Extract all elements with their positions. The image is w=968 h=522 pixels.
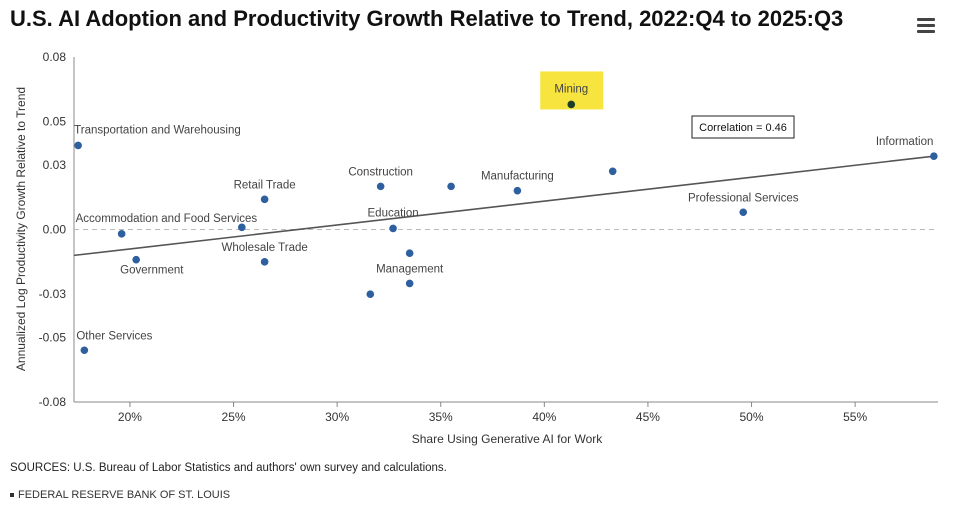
- data-point-mining[interactable]: [567, 100, 576, 109]
- data-point-unlabeled[interactable]: [366, 290, 375, 298]
- data-point-unlabeled[interactable]: [238, 223, 246, 232]
- data-point-retail-trade[interactable]: [260, 195, 269, 204]
- y-tick-label: -0.08: [39, 395, 67, 409]
- data-point-management[interactable]: [405, 279, 414, 288]
- x-tick-label: 45%: [636, 410, 660, 424]
- point-label-wholesale-trade: Wholesale Trade: [221, 242, 307, 254]
- y-tick-label: 0.05: [43, 115, 67, 129]
- hamburger-menu-icon[interactable]: [917, 18, 935, 34]
- point-label-education: Education: [368, 207, 419, 219]
- y-tick-label: 0.08: [43, 50, 67, 64]
- data-point-professional-services[interactable]: [739, 208, 748, 217]
- x-tick-label: 50%: [740, 410, 764, 424]
- point-label-other-services: Other Services: [76, 330, 152, 342]
- point-label-government: Government: [120, 265, 184, 277]
- data-point-accommodation-and-food-services[interactable]: [117, 230, 126, 238]
- sources-note: SOURCES: U.S. Bureau of Labor Statistics…: [10, 462, 447, 474]
- correlation-box: [691, 115, 795, 139]
- x-tick-label: 30%: [325, 410, 349, 424]
- chart-title: U.S. AI Adoption and Productivity Growth…: [10, 6, 844, 31]
- x-tick-label: 20%: [118, 410, 142, 424]
- y-tick-label: -0.03: [39, 287, 67, 301]
- data-point-information[interactable]: [930, 152, 938, 160]
- x-tick-label: 40%: [532, 410, 556, 424]
- data-point-unlabeled[interactable]: [608, 167, 617, 176]
- trend-line: [73, 155, 934, 257]
- footer-org: FEDERAL RESERVE BANK OF ST. LOUIS: [10, 489, 230, 501]
- y-tick-label: 0.03: [43, 158, 67, 172]
- point-label-manufacturing: Manufacturing: [481, 171, 554, 183]
- data-point-government[interactable]: [132, 255, 140, 264]
- y-tick-label: 0.00: [43, 223, 67, 237]
- x-tick-label: 25%: [222, 410, 246, 424]
- data-point-other-services[interactable]: [80, 346, 89, 355]
- point-label-professional-services: Professional Services: [688, 192, 799, 204]
- data-point-construction[interactable]: [376, 182, 385, 191]
- data-point-manufacturing[interactable]: [513, 186, 522, 195]
- data-point-wholesale-trade[interactable]: [260, 258, 269, 266]
- y-tick-label: -0.05: [39, 330, 67, 344]
- data-point-unlabeled[interactable]: [447, 182, 455, 191]
- x-tick-label: 55%: [843, 410, 867, 424]
- point-label-construction: Construction: [348, 166, 413, 178]
- x-axis-label: Share Using Generative AI for Work: [412, 432, 604, 446]
- data-point-education[interactable]: [389, 224, 397, 233]
- org-name: FEDERAL RESERVE BANK OF ST. LOUIS: [18, 489, 231, 501]
- y-axis-label: Annualized Log Productivity Growth Relat…: [14, 87, 28, 371]
- point-label-accommodation-and-food-services: Accommodation and Food Services: [76, 213, 258, 225]
- point-label-retail-trade: Retail Trade: [234, 179, 296, 191]
- data-point-transportation-and-warehousing[interactable]: [74, 141, 82, 150]
- point-label-mining: Mining: [554, 83, 588, 95]
- bullet-square-icon: [10, 493, 14, 498]
- point-label-information: Information: [876, 136, 934, 148]
- x-tick-label: 35%: [429, 410, 453, 424]
- point-label-transportation-and-warehousing: Transportation and Warehousing: [74, 124, 241, 136]
- data-point-unlabeled[interactable]: [405, 249, 414, 258]
- point-label-management: Management: [376, 263, 444, 275]
- correlation-annotation: Correlation = 0.46: [699, 122, 787, 134]
